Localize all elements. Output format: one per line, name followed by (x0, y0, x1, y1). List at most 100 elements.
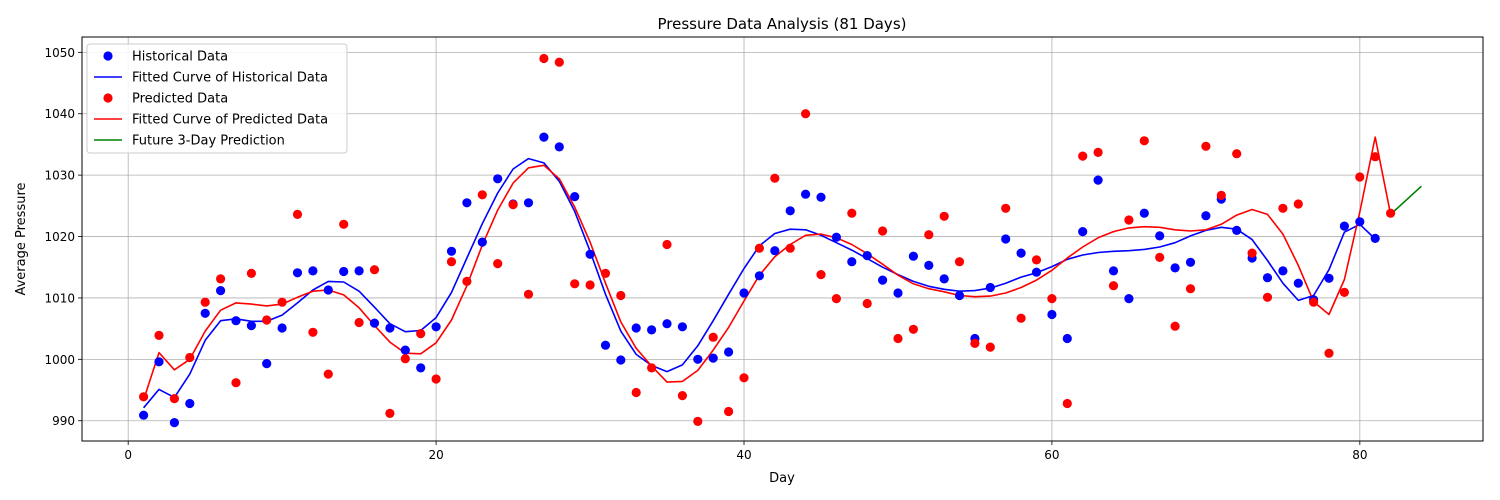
predicted-data-point (1031, 255, 1042, 265)
predicted-data-point (1155, 252, 1165, 262)
historical-data-point (662, 319, 672, 329)
legend-label: Predicted Data (132, 92, 228, 107)
legend-marker (103, 93, 113, 103)
x-axis-label: Day (769, 471, 795, 486)
historical-data-point (1355, 217, 1365, 227)
predicted-data-point (369, 265, 380, 275)
predicted-data-point (724, 406, 734, 417)
predicted-data-point (693, 416, 703, 426)
historical-data-point (1062, 333, 1072, 344)
historical-data-point (1078, 227, 1088, 237)
historical-data-point (1139, 208, 1149, 218)
historical-data-point (647, 325, 657, 335)
historical-data-point (893, 288, 903, 298)
predicted-data-point (970, 338, 980, 348)
future-3-day-prediction-line (1390, 185, 1422, 215)
chart-title: Pressure Data Analysis (81 Days) (658, 15, 907, 33)
predicted-data-point (570, 279, 580, 289)
predicted-data-point (400, 354, 410, 364)
historical-data-point (539, 132, 549, 142)
predicted-data-point (785, 243, 795, 253)
predicted-data-point (523, 289, 534, 299)
y-tick-label: 990 (52, 414, 75, 428)
x-tick-label: 40 (736, 448, 751, 462)
predicted-data-point (1185, 284, 1196, 294)
predicted-data-point (416, 329, 426, 339)
x-tick-label: 60 (1044, 448, 1059, 462)
historical-data-point (1031, 267, 1042, 277)
predicted-data-point (831, 294, 842, 304)
historical-data-point (462, 198, 472, 208)
predicted-data-point (385, 408, 395, 418)
historical-data-point (1047, 309, 1057, 320)
historical-data-point (739, 288, 749, 298)
predicted-data-point (754, 243, 765, 253)
y-tick-label: 1040 (44, 107, 75, 121)
historical-data-point (1016, 248, 1026, 258)
predicted-data-point (847, 208, 857, 218)
historical-data-point (154, 357, 164, 367)
legend-marker (103, 51, 113, 61)
historical-data-point (339, 266, 349, 277)
predicted-data-point (308, 327, 318, 337)
predicted-data-point (1370, 152, 1380, 162)
historical-data-point (1093, 175, 1103, 185)
historical-data-point (862, 251, 872, 261)
predicted-data-point (616, 290, 626, 301)
historical-data-point (924, 260, 934, 270)
predicted-data-point (816, 270, 826, 280)
predicted-data-point (1247, 248, 1257, 258)
historical-data-point (246, 321, 256, 331)
legend-label: Historical Data (132, 50, 228, 65)
historical-data-point (847, 257, 857, 267)
predicted-data-point (477, 190, 487, 200)
historical-data-point (1185, 257, 1196, 267)
y-axis-label: Average Pressure (14, 182, 29, 295)
historical-data-point (1232, 225, 1242, 235)
historical-data-point (616, 355, 626, 365)
predicted-data-point (878, 226, 888, 236)
predicted-data-point (292, 209, 303, 219)
predicted-data-point (1001, 203, 1011, 213)
historical-data-point (1370, 233, 1380, 243)
historical-data-point (169, 418, 179, 428)
historical-data-point (785, 206, 795, 216)
predicted-data-point (277, 297, 287, 307)
predicted-data-point (446, 257, 457, 267)
historical-data-point (431, 322, 441, 332)
predicted-data-point (1201, 141, 1211, 151)
historical-data-point (1155, 231, 1165, 241)
y-tick-label: 1000 (44, 353, 75, 367)
predicted-data-point (1093, 147, 1103, 157)
predicted-data-point (169, 394, 179, 404)
historical-data-point (477, 237, 487, 247)
predicted-data-point (1355, 172, 1365, 182)
historical-data-point (200, 308, 210, 318)
x-tick-label: 80 (1352, 448, 1367, 462)
historical-data-point (493, 174, 503, 184)
historical-data-point (231, 316, 241, 326)
historical-data-point (308, 266, 318, 276)
y-tick-label: 1020 (44, 230, 75, 244)
predicted-data-point (677, 391, 688, 401)
historical-data-point (693, 354, 703, 364)
legend-label: Future 3-Day Prediction (132, 134, 285, 149)
historical-data-point (400, 345, 410, 355)
predicted-data-point (1047, 294, 1057, 304)
predicted-data-point (708, 332, 718, 342)
predicted-data-point (1262, 292, 1273, 302)
historical-data-point (523, 198, 534, 208)
predicted-data-point (154, 330, 164, 340)
predicted-data-point (1078, 151, 1088, 161)
legend-box (86, 43, 348, 154)
legend-label: Fitted Curve of Predicted Data (132, 113, 328, 128)
predicted-data-point (231, 378, 241, 388)
historical-data-point (985, 282, 995, 293)
historical-data-point (585, 249, 595, 259)
historical-data-point (939, 274, 949, 284)
y-tick-label: 1050 (44, 46, 75, 60)
historical-data-point (1324, 273, 1334, 283)
predicted-data-point (339, 219, 349, 229)
predicted-data-point (585, 280, 595, 290)
